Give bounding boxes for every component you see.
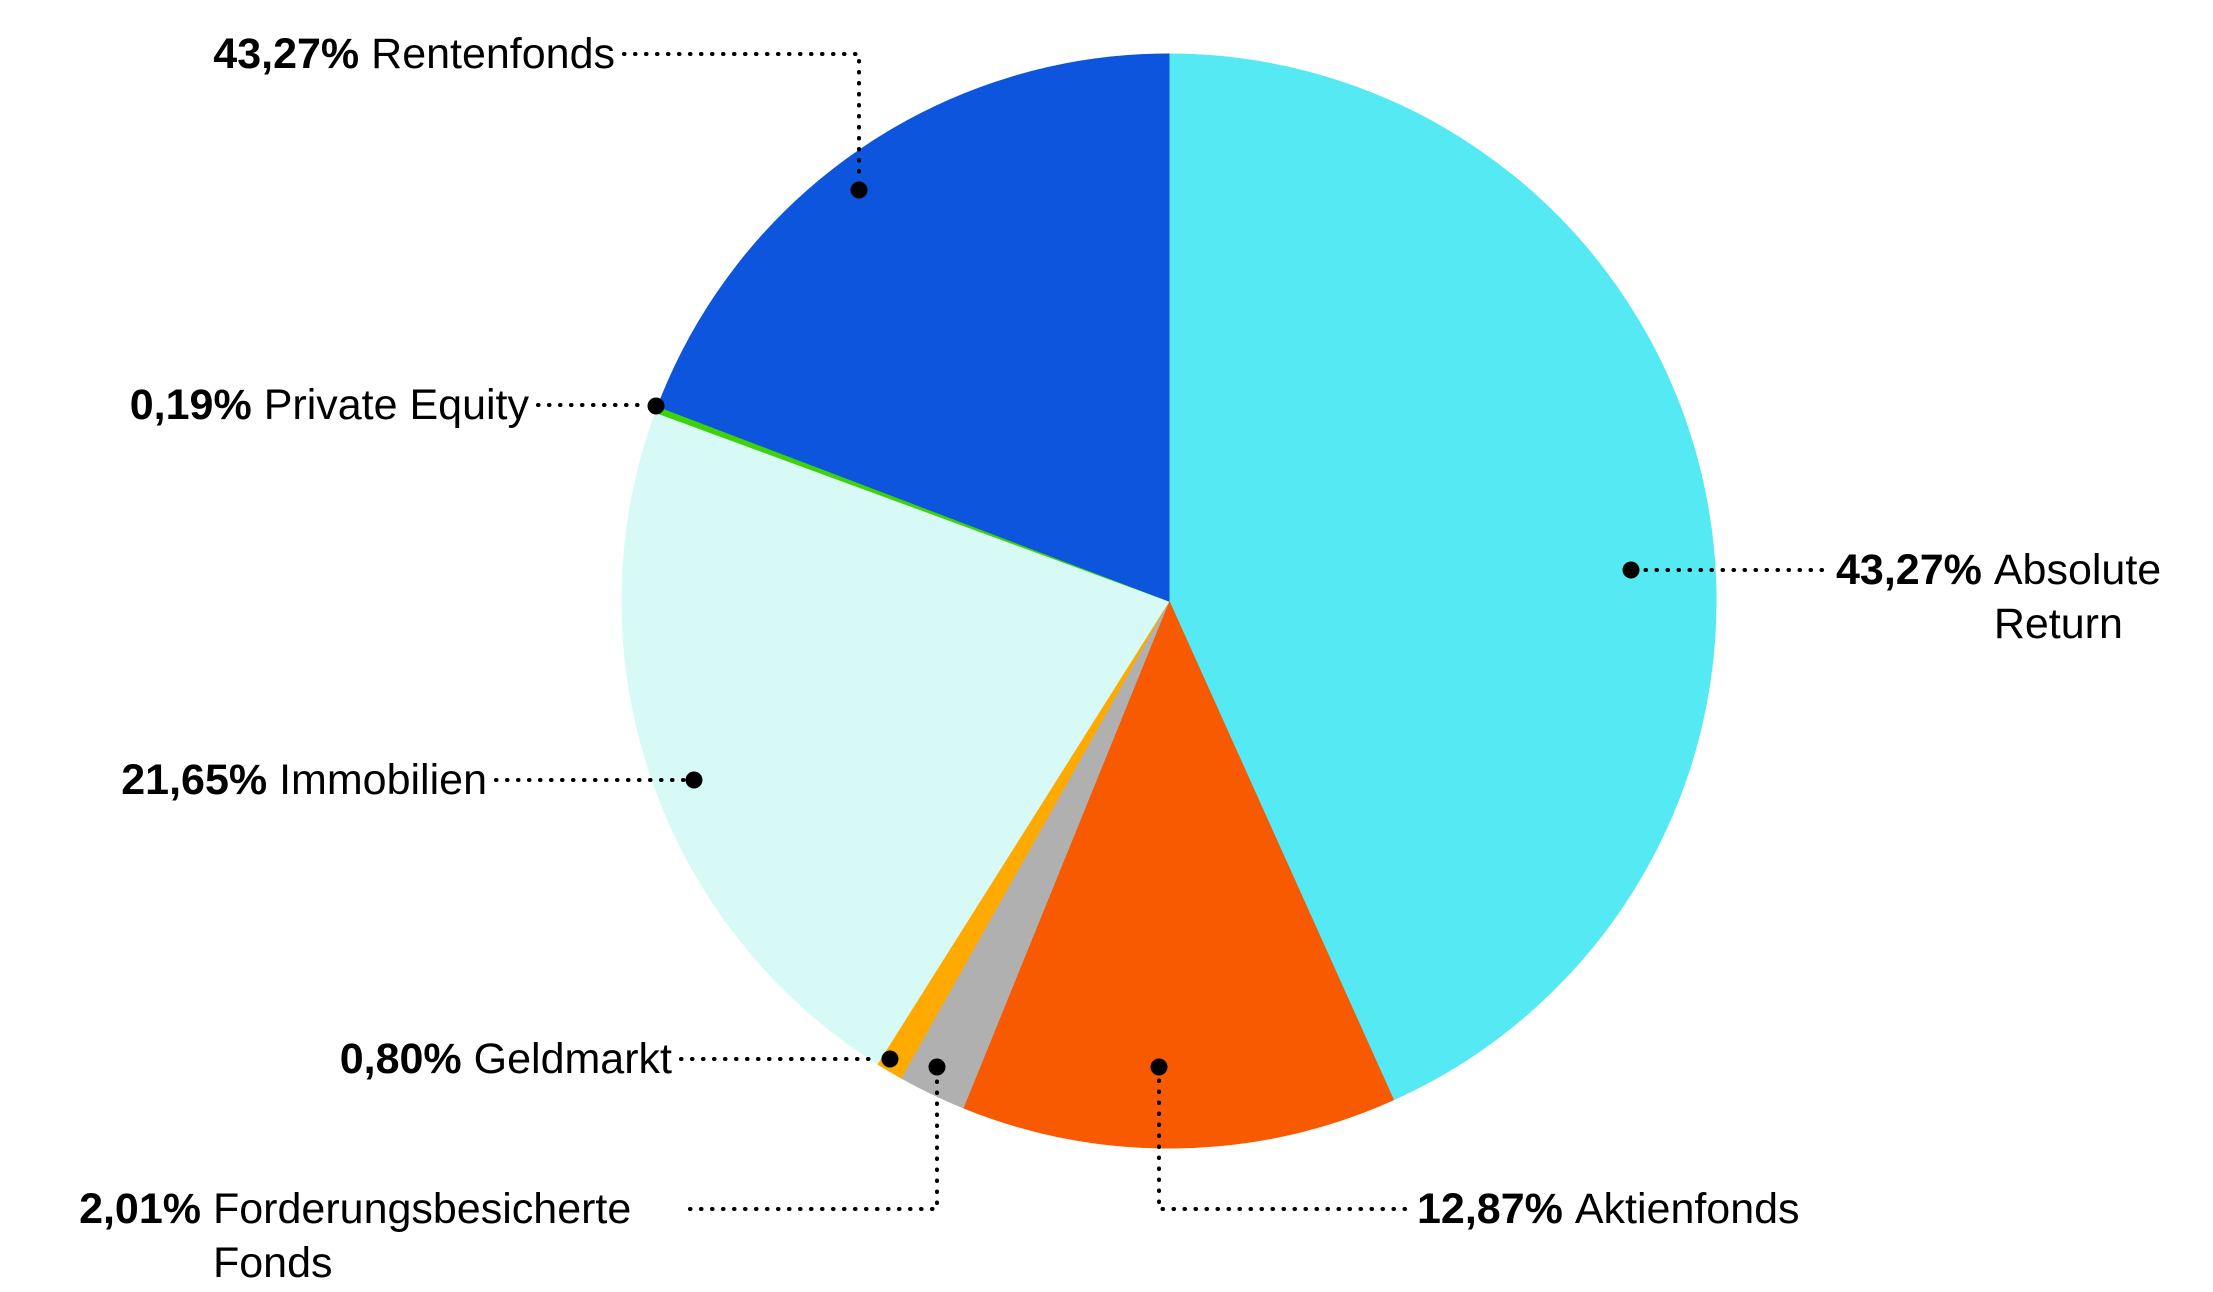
label-immobilien-name: Immobilien — [279, 756, 487, 804]
leader-line-forderungsbesicherte-fonds — [688, 1076, 939, 1211]
label-immobilien-pct: 21,65% — [121, 756, 268, 804]
label-rentenfonds-pct: 43,27% — [213, 30, 360, 78]
leader-dot-geldmarkt — [881, 1050, 899, 1068]
label-forderungsbesicherte-fonds: 2,01% Forderungsbesicherte Fonds — [79, 1182, 665, 1290]
leader-dot-rentenfonds — [850, 181, 868, 199]
label-rentenfonds: 43,27% Rentenfonds — [213, 27, 615, 81]
label-rentenfonds-name: Rentenfonds — [371, 30, 615, 78]
label-private-equity-name: Private Equity — [263, 381, 529, 429]
label-aktienfonds: 12,87% Aktienfonds — [1417, 1182, 1800, 1236]
leader-dot-absolute-return — [1622, 561, 1640, 579]
leader-line-rentenfonds — [622, 52, 861, 183]
leader-dot-forderungsbesicherte-fonds — [928, 1058, 946, 1076]
pie-slice-immobilien — [621, 411, 1170, 1065]
label-geldmarkt-pct: 0,80% — [339, 1035, 462, 1083]
label-absolute-return: 43,27% Absolute Return — [1836, 543, 2180, 651]
label-private-equity-pct: 0,19% — [129, 381, 252, 429]
leader-dot-immobilien — [685, 771, 703, 789]
label-aktienfonds-name: Aktienfonds — [1574, 1185, 1800, 1233]
leader-dot-aktienfonds — [1150, 1058, 1168, 1076]
label-private-equity: 0,19% Private Equity — [130, 378, 529, 432]
pie-slice-absolute-return — [1168, 53, 1717, 1101]
label-immobilien: 21,65% Immobilien — [121, 753, 487, 807]
label-forderungsbesicherte-fonds-pct: 2,01% — [79, 1185, 201, 1233]
leader-dot-private-equity — [647, 397, 665, 415]
pie-slice-aktienfonds — [962, 599, 1395, 1149]
label-absolute-return-name: Absolute Return — [1993, 546, 2162, 648]
label-forderungsbesicherte-fonds-name: Forderungsbesicherte Fonds — [213, 1185, 632, 1287]
label-geldmarkt: 0,80% Geldmarkt — [340, 1032, 672, 1086]
label-geldmarkt-name: Geldmarkt — [473, 1035, 672, 1083]
label-absolute-return-pct: 43,27% — [1836, 546, 1982, 594]
label-aktienfonds-pct: 12,87% — [1417, 1185, 1563, 1233]
